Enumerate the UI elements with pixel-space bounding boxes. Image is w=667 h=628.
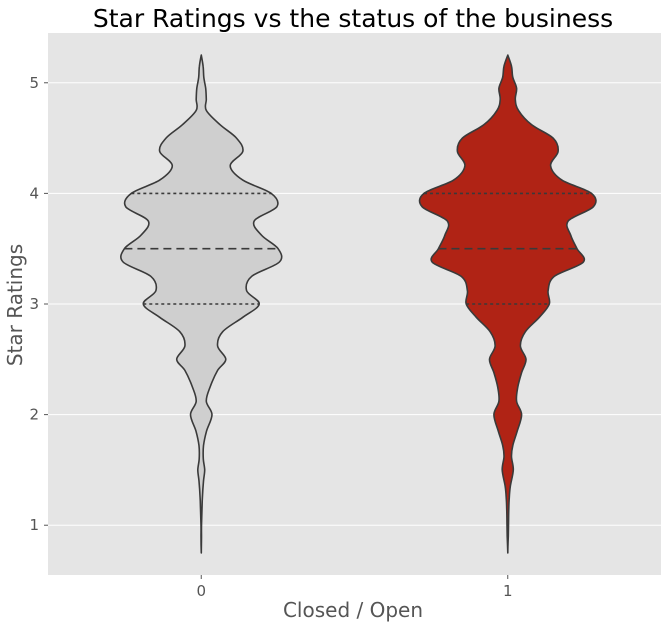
axis-ticks: 1 2 3 4 5 0 1: [29, 74, 512, 600]
x-axis-label: Closed / Open: [283, 598, 423, 622]
y-tick-label: 4: [29, 184, 39, 202]
chart-title: Star Ratings vs the status of the busine…: [93, 4, 613, 33]
violin-body-0: [120, 54, 283, 554]
violins: [120, 54, 597, 554]
y-axis-label: Star Ratings: [3, 244, 27, 366]
x-tick-label: 0: [196, 582, 206, 600]
y-tick-label: 5: [29, 74, 39, 92]
x-tick-label: 1: [503, 582, 513, 600]
y-tick-label: 1: [29, 516, 39, 534]
y-tick-label: 2: [29, 406, 39, 424]
violin-body-1: [418, 54, 597, 554]
y-tick-label: 3: [29, 295, 39, 313]
